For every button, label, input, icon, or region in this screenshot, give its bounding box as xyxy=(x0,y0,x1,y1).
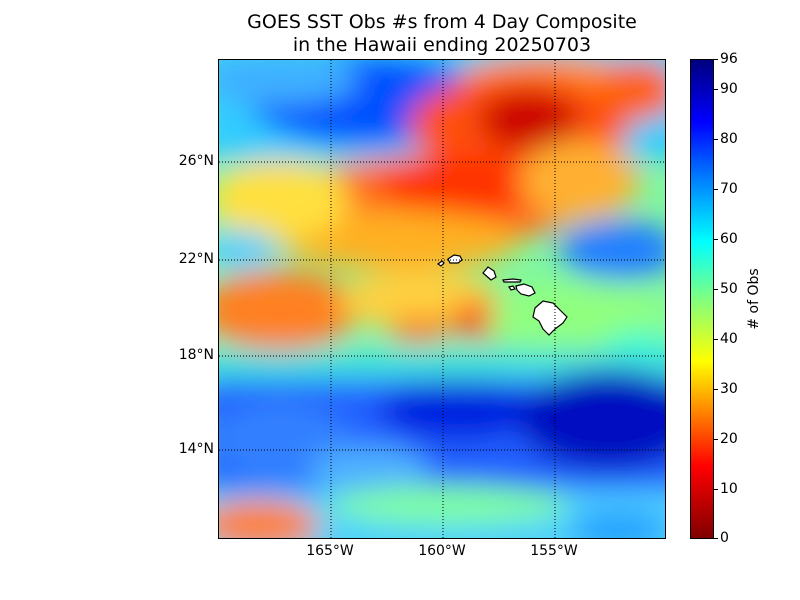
island-oahu xyxy=(482,266,497,281)
colorbar-tick xyxy=(714,389,718,390)
colorbar-label-60: 60 xyxy=(720,231,738,247)
colorbar-tick xyxy=(714,189,718,190)
colorbar-tick xyxy=(714,439,718,440)
island-niihau xyxy=(436,260,445,267)
colorbar-tick xyxy=(714,489,718,490)
colorbar xyxy=(690,59,714,539)
lat-label-18n: 18°N xyxy=(178,347,214,363)
colorbar-tick xyxy=(714,89,718,90)
island-hawaii xyxy=(532,300,568,336)
colorbar-tick xyxy=(714,239,718,240)
lat-label-22n: 22°N xyxy=(178,251,214,267)
lon-label-165w: 165°W xyxy=(306,543,354,559)
lon-label-155w: 155°W xyxy=(530,543,578,559)
map-plot xyxy=(218,59,666,539)
colorbar-tick xyxy=(714,59,718,60)
chart-title: GOES SST Obs #s from 4 Day Composite in … xyxy=(218,11,666,57)
colorbar-tick xyxy=(714,339,718,340)
lat-label-14n: 14°N xyxy=(178,441,214,457)
colorbar-label-20: 20 xyxy=(720,431,738,447)
island-maui xyxy=(515,283,536,297)
obs-count-field xyxy=(219,60,665,538)
lon-label-160w: 160°W xyxy=(418,543,466,559)
island-molokai xyxy=(502,278,522,283)
colorbar-tick xyxy=(714,289,718,290)
colorbar-tick xyxy=(714,139,718,140)
title-line-2: in the Hawaii ending 20250703 xyxy=(292,34,592,56)
colorbar-title: # of Obs xyxy=(746,268,762,330)
colorbar-label-96: 96 xyxy=(720,51,738,67)
graticule xyxy=(219,60,665,538)
colorbar-label-0: 0 xyxy=(720,530,729,546)
colorbar-label-50: 50 xyxy=(720,281,738,297)
lat-label-26n: 26°N xyxy=(178,153,214,169)
island-lanai xyxy=(508,285,516,291)
colorbar-label-10: 10 xyxy=(720,481,738,497)
colorbar-label-40: 40 xyxy=(720,331,738,347)
map-svg xyxy=(219,60,665,538)
colorbar-label-80: 80 xyxy=(720,131,738,147)
title-line-1: GOES SST Obs #s from 4 Day Composite xyxy=(247,11,637,33)
colorbar-label-90: 90 xyxy=(720,81,738,97)
colorbar-label-30: 30 xyxy=(720,381,738,397)
hawaiian-islands xyxy=(436,254,568,336)
colorbar-tick xyxy=(714,538,718,539)
colorbar-label-70: 70 xyxy=(720,181,738,197)
